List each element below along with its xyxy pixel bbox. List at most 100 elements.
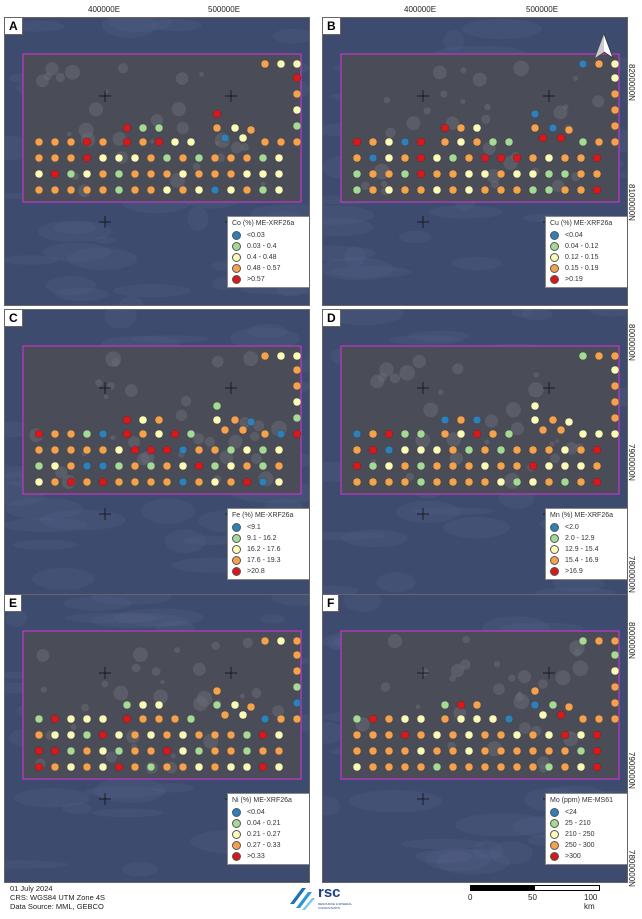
seamount-relief [438,389,444,395]
legend-label: 25 - 210 [565,820,591,827]
sample-point [592,477,602,487]
sample-point [496,169,506,179]
sample-point [292,351,302,361]
seamount-relief [472,72,487,87]
seamount-relief [389,373,400,384]
sample-point [242,185,252,195]
sample-point [512,762,522,772]
sample-point [292,714,302,724]
seamount-relief [440,90,448,98]
sample-point [292,636,302,646]
seamount-relief [253,420,265,432]
sample-point [368,730,378,740]
legend-item: 16.2 - 17.6 [232,544,308,555]
sample-point [480,477,490,487]
sample-point [292,682,302,692]
seafloor-texture [323,245,376,262]
sample-point [384,477,394,487]
sample-point [178,185,188,195]
legend-swatch [550,242,559,251]
seamount-relief [493,661,501,668]
scale-bar: 0 50 100 km [468,885,600,911]
sample-point [242,746,252,756]
northing-label: 8000000N [627,622,636,659]
seamount-relief [423,402,439,418]
sample-point [472,123,482,133]
seafloor-texture [329,265,412,278]
seamount-relief [128,436,140,449]
sample-point [122,714,132,724]
seafloor-texture [91,808,164,818]
seafloor-texture [412,507,494,515]
sample-point [432,153,442,163]
sample-point [400,169,410,179]
sample-point [274,153,284,163]
seamount-relief [125,384,138,397]
sample-point [82,137,92,147]
legend-swatch [232,242,241,251]
sample-point [260,59,270,69]
seamount-relief [107,382,115,390]
sample-point [170,714,180,724]
legend-item: >20.8 [232,566,308,577]
sample-point [66,429,76,439]
seafloor-texture [14,788,90,808]
seafloor-texture [511,310,533,317]
sample-point [368,185,378,195]
sample-point [154,137,164,147]
sample-point [488,714,498,724]
sample-point [440,137,450,147]
sample-point [98,461,108,471]
sample-point [292,397,302,407]
legend-item: <0.04 [550,230,626,241]
seamount-relief [170,753,176,759]
seamount-relief [380,682,391,692]
seamount-relief [406,116,421,131]
sample-point [368,461,378,471]
sample-point [576,169,586,179]
sample-point [448,185,458,195]
sample-point [512,746,522,756]
legend-item: 0.15 - 0.19 [550,263,626,274]
legend-label: <9.1 [247,524,261,531]
sample-point [440,429,450,439]
map-date: 01 July 2024 [10,884,53,893]
sample-point [544,461,554,471]
seafloor-texture [436,848,510,875]
sample-point [576,153,586,163]
sample-point [512,477,522,487]
legend-swatch [232,830,241,839]
sample-point [98,477,108,487]
sample-point [480,746,490,756]
sample-point [512,169,522,179]
sample-point [178,477,188,487]
sample-point [170,429,180,439]
sample-point [384,137,394,147]
seafloor-texture [343,595,382,612]
sample-point [260,351,270,361]
sample-point [368,429,378,439]
sample-point [292,59,302,69]
seamount-relief [55,72,65,83]
sample-point [440,700,450,710]
sample-point [178,730,188,740]
sample-point [194,445,204,455]
sample-point [274,746,284,756]
sample-point [512,461,522,471]
sample-point [432,730,442,740]
legend-label: 12.9 - 15.4 [565,546,599,553]
seafloor-texture [260,613,286,624]
sample-point [162,746,172,756]
legend-item: 210 - 250 [550,829,626,840]
seamount-relief [505,402,521,418]
seamount-relief [383,96,390,104]
sample-point [464,477,474,487]
northing-label: 8000000N [627,324,636,361]
legend-swatch [232,545,241,554]
sample-point [220,710,230,720]
seamount-relief [65,64,80,80]
sample-point [528,762,538,772]
sample-point [238,425,248,435]
easting-label: 400000E [88,5,121,14]
sample-point [504,429,514,439]
